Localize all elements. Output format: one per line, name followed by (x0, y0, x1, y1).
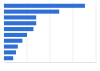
grid-line (96, 2, 97, 62)
x-axis (5, 62, 97, 64)
bar (4, 33, 27, 37)
bar (4, 10, 59, 14)
bar (4, 21, 36, 25)
bar (4, 27, 33, 31)
bar (4, 50, 16, 54)
bar (4, 4, 85, 8)
bar (4, 56, 13, 60)
bar (4, 45, 18, 49)
bars (4, 4, 85, 61)
grid-line (73, 2, 74, 62)
bar (4, 39, 22, 43)
grid (4, 2, 96, 62)
chart (0, 0, 100, 71)
bar (4, 15, 36, 19)
plot (4, 2, 97, 63)
axis-line (5, 62, 97, 63)
